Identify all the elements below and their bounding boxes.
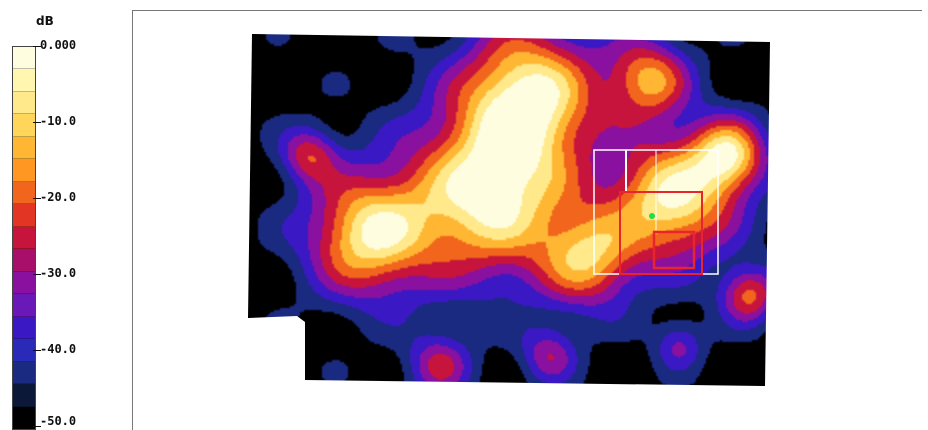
legend-swatch xyxy=(13,114,35,137)
legend-unit: dB xyxy=(36,14,54,28)
legend-tick-mark xyxy=(33,426,41,427)
legend-tick-label: 0.000 xyxy=(40,38,77,52)
legend-tick-label: -40.0 xyxy=(40,342,77,356)
legend-tick-label: -20.0 xyxy=(40,190,77,204)
legend-swatch xyxy=(13,339,35,362)
access-point-zone-outer[interactable] xyxy=(619,191,703,275)
legend-tick-mark xyxy=(33,46,41,47)
legend-swatch xyxy=(13,361,35,385)
legend-swatch xyxy=(13,47,35,70)
legend-swatch xyxy=(13,159,35,182)
legend-swatch xyxy=(13,384,35,407)
heatmap-layer xyxy=(248,34,770,386)
legend-tick-mark xyxy=(33,198,41,199)
legend-swatch xyxy=(13,406,35,429)
legend-swatch xyxy=(13,181,35,205)
access-point-marker[interactable] xyxy=(649,213,655,219)
color-legend: dB 0.000 -10.0 -20.0 -30.0 -40.0 -50.0 xyxy=(0,0,130,430)
legend-swatch xyxy=(13,249,35,272)
legend-swatch xyxy=(13,316,35,340)
legend-swatch xyxy=(13,294,35,317)
legend-swatch xyxy=(13,226,35,250)
legend-tick-mark xyxy=(33,350,41,351)
legend-tick-label: -10.0 xyxy=(40,114,77,128)
heatmap-image xyxy=(248,34,770,386)
legend-swatch xyxy=(13,271,35,295)
legend-tick-mark xyxy=(33,274,41,275)
legend-swatch xyxy=(13,91,35,115)
plot-frame xyxy=(132,10,922,430)
legend-tick-label: -30.0 xyxy=(40,266,77,280)
access-point-zone-inner[interactable] xyxy=(652,230,696,270)
legend-swatch xyxy=(13,136,35,160)
legend-tick-label: -50.0 xyxy=(40,414,77,428)
legend-color-bar xyxy=(12,46,36,430)
legend-swatch xyxy=(13,204,35,227)
legend-swatch xyxy=(13,69,35,92)
legend-tick-mark xyxy=(33,122,41,123)
